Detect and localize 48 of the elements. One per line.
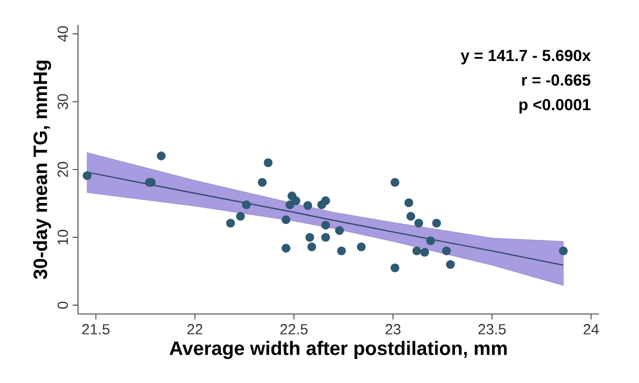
point [282, 215, 290, 224]
point [282, 244, 290, 253]
x-tick-label: 22 [187, 324, 202, 334]
point [412, 246, 422, 256]
point [286, 200, 294, 210]
point [404, 198, 414, 208]
point [558, 246, 568, 256]
point [321, 196, 330, 206]
point [305, 232, 314, 242]
point [307, 242, 316, 252]
annotation: p <0.0001 [519, 98, 590, 114]
point [156, 152, 166, 160]
point [321, 232, 330, 242]
point [264, 158, 273, 168]
point [337, 246, 346, 256]
y-axis-title: 30-day mean TG, mmHg [32, 60, 52, 280]
x-tick-label: 21.5 [82, 324, 110, 334]
x-tick-label: 23.5 [478, 324, 506, 334]
point [82, 171, 92, 180]
annotation: y = 141.7 - 5.690x [460, 50, 591, 64]
point [226, 218, 235, 228]
point [390, 178, 400, 187]
x-axis-title: Average width after postdilation, mm [170, 340, 507, 360]
y-tick-label: 20 [58, 162, 68, 177]
y-tick-label: 10 [58, 230, 68, 244]
point [420, 248, 430, 257]
point [303, 201, 312, 210]
point [446, 260, 455, 269]
point [242, 200, 251, 210]
point [321, 220, 330, 230]
point [406, 212, 416, 221]
x-tick-label: 22.5 [280, 324, 308, 334]
point [390, 263, 400, 272]
point [292, 196, 300, 206]
point [442, 246, 451, 256]
point [258, 178, 267, 187]
y-tick-label: 30 [58, 94, 68, 110]
point [426, 236, 436, 246]
point [236, 212, 245, 221]
x-tick-label: 23 [386, 324, 400, 334]
x-tick-label: 24 [584, 324, 599, 334]
point [414, 218, 424, 228]
point [432, 218, 441, 228]
y-tick-label: 40 [58, 26, 68, 42]
annotation: r = -0.665 [522, 74, 590, 86]
point [335, 226, 344, 235]
point [356, 242, 366, 252]
y-tick-label: 0 [58, 302, 68, 309]
